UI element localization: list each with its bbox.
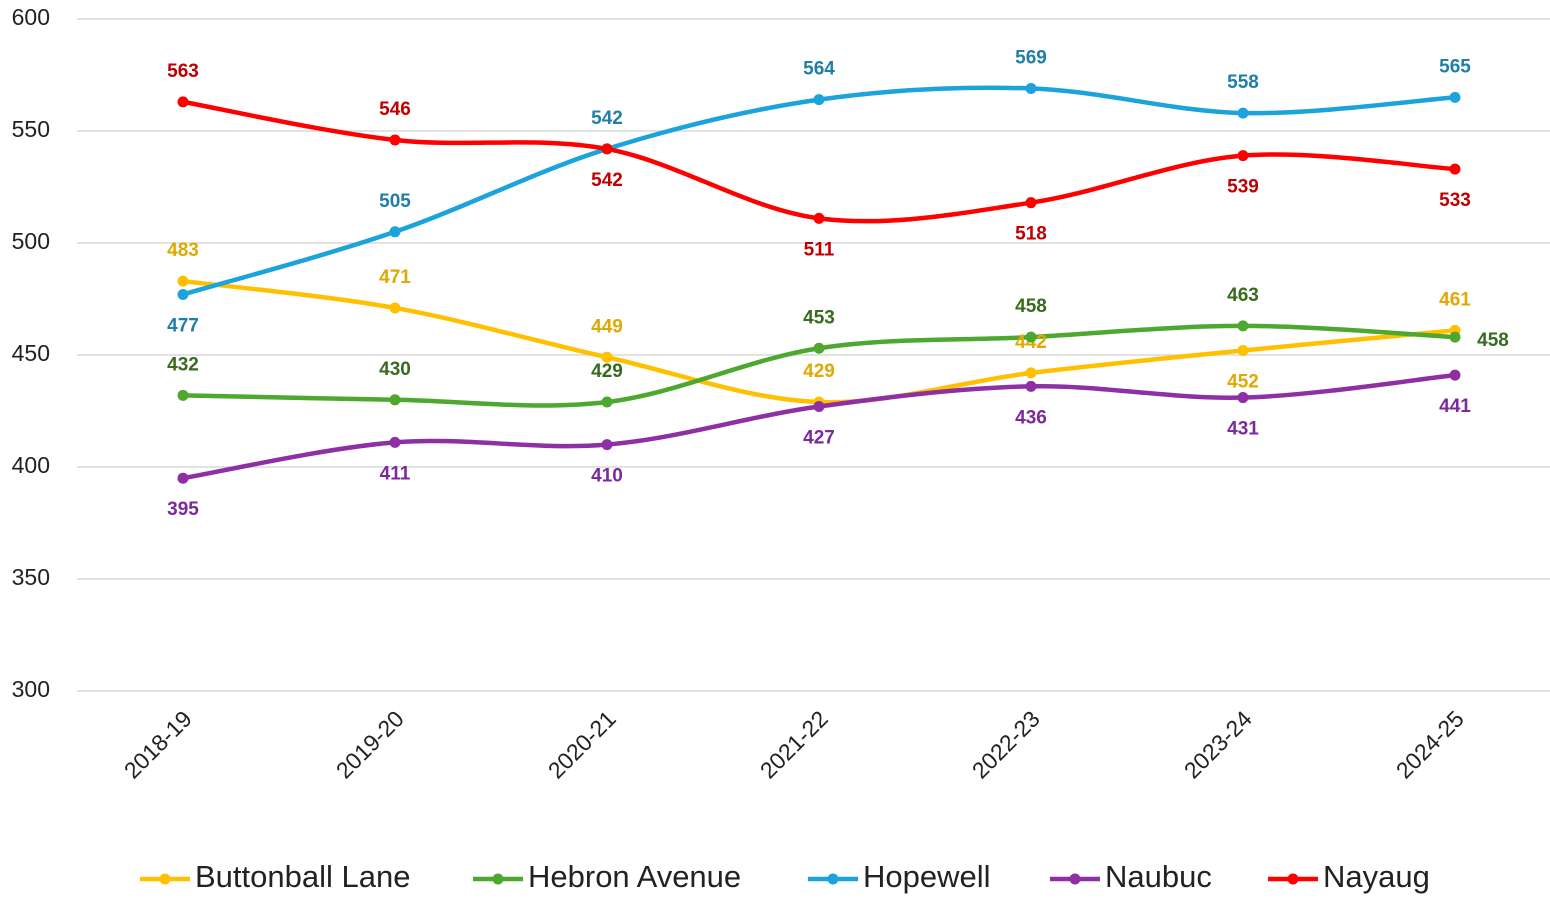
data-label: 542 <box>591 108 623 129</box>
data-label: 411 <box>380 463 411 484</box>
data-label: 463 <box>1227 285 1259 306</box>
point <box>813 94 825 106</box>
point <box>1025 331 1037 343</box>
point <box>601 351 613 363</box>
y-tick-label: 450 <box>12 340 50 366</box>
point <box>813 212 825 224</box>
data-label: 441 <box>1439 396 1471 417</box>
data-label: 546 <box>379 99 411 120</box>
y-tick-label: 300 <box>12 676 50 702</box>
data-label: 432 <box>167 354 199 375</box>
point <box>601 439 613 451</box>
legend-label: Buttonball Lane <box>195 859 410 894</box>
data-label: 518 <box>1015 224 1047 245</box>
data-label: 569 <box>1015 47 1047 68</box>
series-line <box>180 278 1458 405</box>
legend-label: Hopewell <box>863 859 991 894</box>
point <box>1237 320 1249 332</box>
y-tick-label: 350 <box>12 564 50 590</box>
data-label: 449 <box>591 316 623 337</box>
x-tick-label: 2023-24 <box>1179 705 1257 783</box>
point <box>1449 91 1461 103</box>
x-tick-label: 2019-20 <box>331 705 409 783</box>
data-label: 431 <box>1227 419 1259 440</box>
legend-label: Nayaug <box>1323 859 1430 894</box>
data-label: 430 <box>379 359 411 380</box>
data-label: 453 <box>803 307 835 328</box>
y-tick-label: 400 <box>12 452 50 478</box>
data-label: 511 <box>804 239 835 260</box>
point <box>1237 150 1249 162</box>
point <box>1025 197 1037 209</box>
data-label: 558 <box>1227 72 1259 93</box>
data-label: 429 <box>803 361 835 382</box>
x-tick-label: 2024-25 <box>1391 705 1469 783</box>
data-label: 539 <box>1227 177 1259 198</box>
point <box>389 436 401 448</box>
data-label: 458 <box>1477 330 1509 351</box>
data-label: 505 <box>379 191 411 212</box>
legend-label: Naubuc <box>1105 859 1212 894</box>
point <box>1449 331 1461 343</box>
data-label: 563 <box>167 61 199 82</box>
x-tick-label: 2021-22 <box>755 705 833 783</box>
point <box>1237 392 1249 404</box>
y-tick-label: 550 <box>12 116 50 142</box>
legend-marker <box>492 873 504 885</box>
data-label: 533 <box>1439 190 1471 211</box>
data-label: 477 <box>167 316 199 337</box>
x-tick-label: 2018-19 <box>119 705 197 783</box>
y-tick-label: 500 <box>12 228 50 254</box>
data-label: 564 <box>803 59 835 80</box>
data-label: 483 <box>167 240 199 261</box>
data-label: 410 <box>591 466 623 487</box>
point <box>601 143 613 155</box>
point <box>1025 380 1037 392</box>
data-label: 429 <box>591 361 623 382</box>
point <box>601 396 613 408</box>
point <box>177 96 189 108</box>
data-label: 542 <box>591 170 623 191</box>
point <box>177 389 189 401</box>
data-label: 452 <box>1227 372 1259 393</box>
point <box>177 289 189 301</box>
point <box>177 472 189 484</box>
x-tick-label: 2020-21 <box>543 705 621 783</box>
legend-marker <box>1287 873 1299 885</box>
data-label: 565 <box>1439 56 1471 77</box>
data-label: 461 <box>1439 289 1471 310</box>
point <box>1237 345 1249 357</box>
legend-marker <box>159 873 171 885</box>
point <box>1025 367 1037 379</box>
point <box>1449 163 1461 175</box>
series-line <box>180 99 1458 224</box>
y-tick-label: 600 <box>12 4 50 30</box>
x-tick-label: 2022-23 <box>967 705 1045 783</box>
data-label: 471 <box>379 267 411 288</box>
point <box>1237 107 1249 119</box>
legend-marker <box>827 873 839 885</box>
point <box>389 394 401 406</box>
data-label: 436 <box>1015 407 1047 428</box>
series-line <box>180 85 1458 297</box>
data-label: 427 <box>803 428 835 449</box>
point <box>813 342 825 354</box>
data-label: 458 <box>1015 296 1047 317</box>
point <box>389 134 401 146</box>
point <box>389 226 401 238</box>
point <box>1025 82 1037 94</box>
point <box>813 401 825 413</box>
point <box>177 275 189 287</box>
legend-label: Hebron Avenue <box>528 859 741 894</box>
legend-marker <box>1069 873 1081 885</box>
data-label: 395 <box>167 499 199 520</box>
point <box>389 302 401 314</box>
point <box>1449 369 1461 381</box>
